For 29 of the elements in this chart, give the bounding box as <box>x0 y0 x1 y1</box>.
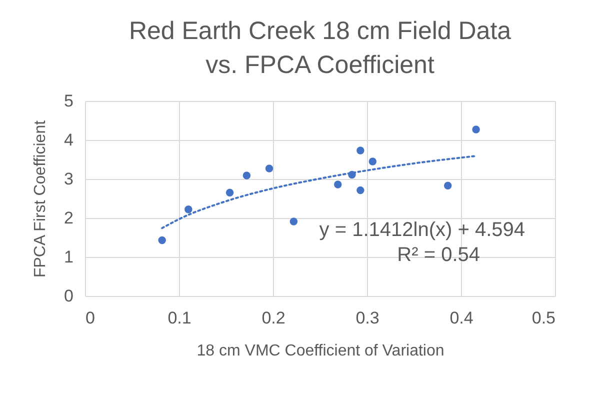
point <box>368 158 377 166</box>
y-axis-title: FPCA First Coefficient <box>32 120 50 278</box>
annotation: R² = 0.54 <box>397 244 480 266</box>
point <box>226 188 234 197</box>
annotation: y = 1.1412ln(x) + 4.594 <box>319 219 525 241</box>
y-tick-label: 2 <box>64 208 74 228</box>
y-tick-label: 3 <box>64 170 74 188</box>
y-tick-label: 4 <box>64 130 74 150</box>
y-tick-label: 1 <box>64 248 74 266</box>
x-tick-label: 0.1 <box>168 308 192 328</box>
point <box>242 172 251 180</box>
point <box>158 236 166 244</box>
point <box>184 206 192 214</box>
point <box>334 180 342 188</box>
chart-title: Red Earth Creek 18 cm Field Data vs. FPCA Coefficient <box>128 17 512 79</box>
y-tick-label: 5 <box>64 92 74 110</box>
point <box>356 186 364 194</box>
point <box>356 146 364 154</box>
point <box>265 164 274 172</box>
point <box>290 218 298 226</box>
y-tick-label: 0 <box>64 286 74 306</box>
point <box>444 182 452 190</box>
x-tick-label: 0.3 <box>356 308 380 328</box>
x-axis-title: 18 cm VMC Coefficient of Variation <box>196 342 444 360</box>
x-tick-label: 0 <box>86 308 95 328</box>
x-tick-label: 0.2 <box>262 308 286 328</box>
x-tick-label: 0.4 <box>450 308 474 328</box>
point <box>472 126 480 134</box>
x-tick-label: 0.5 <box>532 308 556 328</box>
